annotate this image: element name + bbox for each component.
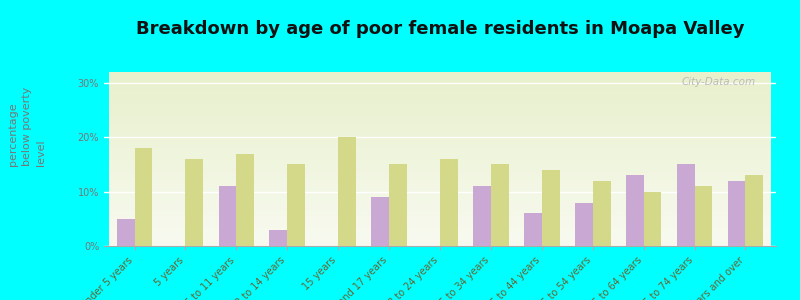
Bar bbox=[117, 219, 134, 246]
Bar bbox=[134, 148, 152, 246]
Bar bbox=[236, 154, 254, 246]
Bar bbox=[270, 230, 287, 246]
Bar bbox=[440, 159, 458, 246]
Bar bbox=[371, 197, 389, 246]
Bar bbox=[644, 192, 662, 246]
Bar bbox=[287, 164, 305, 246]
Bar bbox=[473, 186, 491, 246]
Bar bbox=[524, 213, 542, 246]
Bar bbox=[218, 186, 236, 246]
Bar bbox=[728, 181, 746, 246]
Bar bbox=[593, 181, 610, 246]
Bar bbox=[338, 137, 356, 246]
Bar bbox=[542, 170, 560, 246]
Bar bbox=[677, 164, 694, 246]
Bar bbox=[694, 186, 712, 246]
Bar bbox=[746, 175, 763, 246]
Text: percentage
below poverty
level: percentage below poverty level bbox=[8, 86, 46, 166]
Text: City-Data.com: City-Data.com bbox=[682, 77, 756, 87]
Bar bbox=[491, 164, 509, 246]
Bar bbox=[186, 159, 203, 246]
Bar bbox=[626, 175, 644, 246]
Bar bbox=[575, 202, 593, 246]
Title: Breakdown by age of poor female residents in Moapa Valley: Breakdown by age of poor female resident… bbox=[136, 20, 744, 38]
Bar bbox=[389, 164, 407, 246]
